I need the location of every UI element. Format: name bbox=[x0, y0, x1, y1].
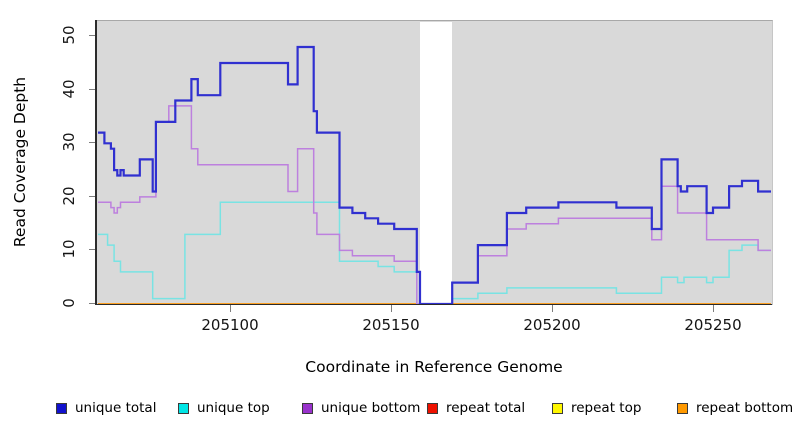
repeat-top-swatch-icon bbox=[552, 402, 563, 414]
y-tick-label: 40 bbox=[60, 79, 78, 99]
unique-total-swatch-icon bbox=[56, 402, 67, 414]
chart-legend: unique total unique top unique bottom re… bbox=[0, 398, 792, 418]
x-tick-label: 205100 bbox=[201, 316, 259, 334]
unique-top-swatch-icon bbox=[178, 402, 189, 414]
x-tick-mark bbox=[391, 305, 392, 312]
y-tick-mark bbox=[89, 88, 96, 90]
coverage-step-chart bbox=[98, 45, 771, 305]
y-tick-label: 30 bbox=[60, 132, 78, 152]
legend-label: unique bottom bbox=[321, 400, 421, 416]
x-tick-label: 205250 bbox=[684, 316, 742, 334]
y-tick-mark bbox=[89, 35, 96, 37]
legend-item-repeat-total: repeat total bbox=[427, 398, 525, 418]
legend-label: repeat bottom bbox=[696, 400, 792, 416]
y-tick-label: 20 bbox=[60, 186, 78, 206]
legend-item-unique-bottom: unique bottom bbox=[302, 398, 420, 418]
x-tick-mark bbox=[552, 305, 553, 312]
x-tick-mark bbox=[713, 305, 714, 312]
unique-bottom-swatch-icon bbox=[302, 402, 313, 414]
coverage-gap-band bbox=[420, 22, 453, 304]
legend-item-unique-total: unique total bbox=[56, 398, 156, 418]
series-unique-bottom bbox=[98, 105, 771, 305]
y-tick-mark bbox=[89, 142, 96, 144]
x-axis-title: Coordinate in Reference Genome bbox=[305, 358, 563, 376]
repeat-bottom-swatch-icon bbox=[677, 402, 688, 414]
x-tick-mark bbox=[230, 305, 231, 312]
legend-item-repeat-bottom: repeat bottom bbox=[677, 398, 792, 418]
y-tick-mark bbox=[89, 303, 96, 304]
plot-area bbox=[97, 20, 773, 305]
series-unique-top bbox=[98, 201, 771, 305]
y-tick-label: 50 bbox=[60, 25, 78, 45]
y-tick-mark bbox=[89, 249, 96, 251]
y-tick-label: 0 bbox=[60, 298, 78, 308]
legend-label: unique top bbox=[197, 400, 270, 416]
x-tick-label: 205200 bbox=[523, 316, 581, 334]
y-tick-label: 10 bbox=[60, 239, 78, 259]
legend-item-repeat-top: repeat top bbox=[552, 398, 641, 418]
y-axis-title: Read Coverage Depth bbox=[11, 76, 29, 248]
x-tick-label: 205150 bbox=[362, 316, 420, 334]
repeat-total-swatch-icon bbox=[427, 402, 438, 414]
y-axis-line bbox=[95, 20, 97, 305]
legend-label: repeat top bbox=[571, 400, 642, 416]
y-tick-mark bbox=[89, 195, 96, 197]
legend-item-unique-top: unique top bbox=[178, 398, 270, 418]
series-unique-total bbox=[98, 45, 771, 305]
x-axis-line bbox=[95, 304, 772, 305]
legend-label: repeat total bbox=[446, 400, 526, 416]
legend-label: unique total bbox=[75, 400, 157, 416]
